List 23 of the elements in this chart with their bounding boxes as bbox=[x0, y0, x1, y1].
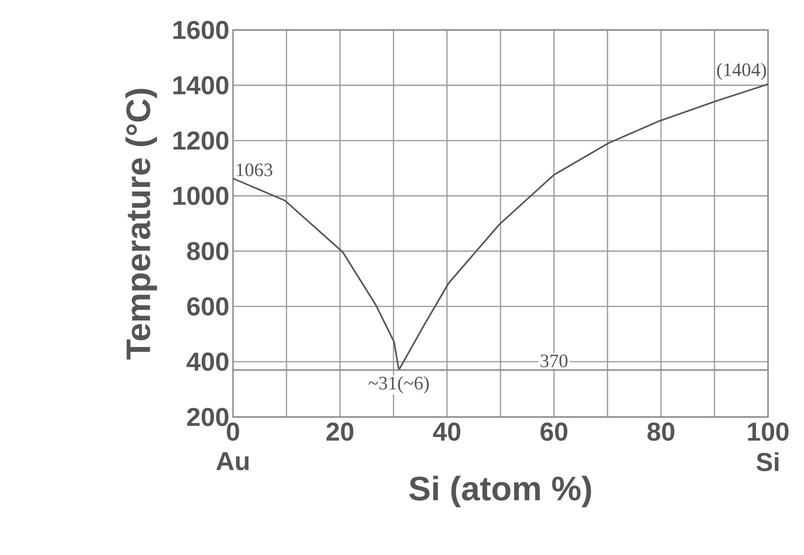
annotation: 1063 bbox=[236, 163, 272, 176]
text: Si bbox=[756, 452, 778, 472]
x-axis-title: Si (atom %) bbox=[409, 476, 592, 508]
annotation: (1404) bbox=[717, 62, 766, 80]
text: Au bbox=[216, 452, 249, 470]
y-tick-label: 1200 bbox=[173, 131, 228, 150]
y-tick-label: 1600 bbox=[173, 20, 228, 40]
annotation: ~31(~6) bbox=[368, 376, 429, 394]
x-tick-label: 100 bbox=[748, 422, 789, 441]
y-tick-label: 600 bbox=[187, 297, 228, 316]
x-tick-label: 60 bbox=[540, 422, 568, 441]
x-tick-label: 40 bbox=[432, 422, 460, 441]
y-tick-label: 1000 bbox=[173, 186, 228, 206]
x-tick-label: 0 bbox=[226, 422, 240, 441]
x-tick-label: 80 bbox=[647, 422, 674, 441]
ref-line-label: 370 bbox=[540, 354, 568, 368]
y-tick-label: 800 bbox=[187, 242, 228, 260]
line-series bbox=[232, 83, 769, 371]
y-tick-label: 400 bbox=[186, 352, 228, 371]
x-tick-label: 20 bbox=[326, 422, 354, 441]
y-axis-title: Temperature (°C) bbox=[125, 88, 158, 360]
y-tick-label: 1400 bbox=[173, 76, 228, 94]
y-tick-label: 200 bbox=[187, 408, 228, 426]
